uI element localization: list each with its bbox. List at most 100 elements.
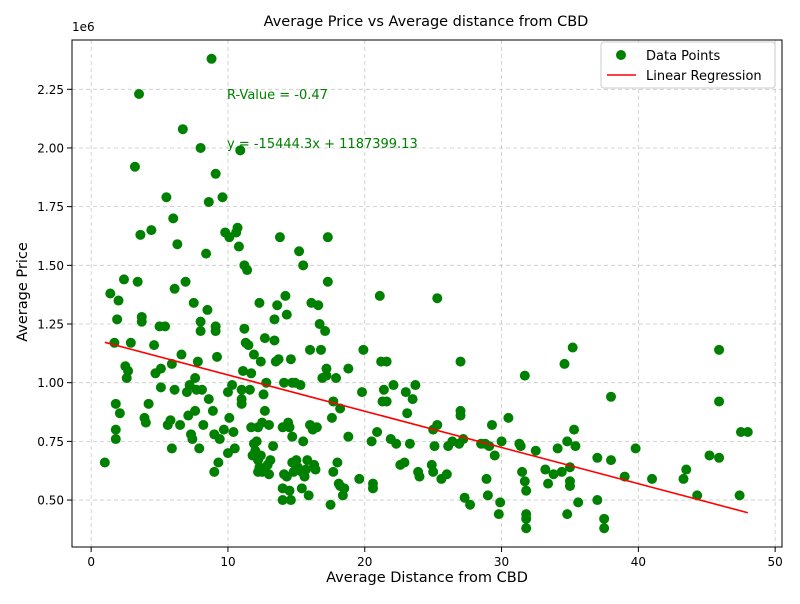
- data-point: [567, 342, 578, 353]
- data-point: [146, 225, 157, 236]
- data-point: [235, 145, 246, 156]
- data-point: [569, 424, 580, 435]
- data-point: [455, 356, 466, 367]
- data-point: [217, 192, 228, 203]
- data-point: [562, 436, 573, 447]
- data-point: [209, 466, 220, 477]
- data-point: [630, 443, 641, 454]
- data-point: [287, 431, 298, 442]
- data-point: [606, 455, 616, 466]
- data-point: [592, 495, 603, 506]
- data-point: [322, 232, 333, 243]
- data-point: [118, 274, 129, 285]
- data-point: [105, 288, 116, 299]
- legend-label-regression: Linear Regression: [646, 69, 762, 84]
- data-point: [129, 161, 140, 172]
- data-point: [259, 405, 270, 416]
- data-point: [325, 499, 336, 510]
- y-tick-label: 0.50: [37, 494, 64, 508]
- data-point: [331, 373, 342, 383]
- data-point: [482, 490, 493, 501]
- data-point: [203, 196, 214, 207]
- data-point: [113, 295, 124, 306]
- data-point: [243, 340, 254, 351]
- data-point: [166, 443, 177, 454]
- data-point: [432, 419, 443, 430]
- data-point: [110, 434, 121, 445]
- data-point: [704, 450, 715, 461]
- data-point: [277, 495, 288, 506]
- legend-label-data-points: Data Points: [646, 49, 720, 64]
- data-point: [265, 455, 276, 466]
- data-point: [212, 351, 223, 362]
- data-point: [298, 260, 309, 271]
- data-point: [647, 473, 658, 484]
- data-point: [599, 513, 610, 524]
- data-point: [592, 452, 603, 463]
- data-point: [206, 53, 217, 64]
- data-point: [136, 316, 147, 327]
- y-tick-label: 1.50: [37, 259, 64, 273]
- data-point: [284, 422, 295, 433]
- data-point: [381, 356, 392, 367]
- data-point: [194, 443, 205, 454]
- data-point: [236, 398, 247, 409]
- data-point: [735, 426, 746, 437]
- data-point: [246, 422, 257, 433]
- data-point: [187, 434, 198, 445]
- data-point: [229, 443, 240, 454]
- data-point: [372, 426, 383, 437]
- data-point: [556, 466, 567, 477]
- data-point: [303, 490, 314, 501]
- data-point: [143, 398, 154, 409]
- data-point: [313, 300, 324, 311]
- data-point: [114, 408, 125, 419]
- data-point: [400, 387, 411, 398]
- data-point: [714, 452, 725, 463]
- data-point: [228, 426, 239, 437]
- x-tick-label: 20: [357, 555, 372, 569]
- data-point: [233, 241, 244, 252]
- y-axis-ticks: 0.50 0.75 1.00 1.25 1.50 1.75 2.00 2.25: [37, 83, 72, 508]
- y-tick-label: 1.75: [37, 200, 64, 214]
- data-point: [263, 419, 274, 430]
- data-point: [269, 314, 280, 325]
- data-point: [521, 485, 532, 496]
- data-point: [465, 499, 476, 510]
- data-point: [202, 304, 213, 315]
- data-point: [190, 405, 201, 416]
- y-axis-label: Average Price: [15, 242, 31, 342]
- data-point: [284, 485, 295, 496]
- data-point: [195, 142, 206, 153]
- data-point: [402, 408, 413, 419]
- x-tick-label: 40: [631, 555, 646, 569]
- x-tick-label: 10: [220, 555, 235, 569]
- data-point: [521, 513, 532, 524]
- data-point: [110, 424, 121, 435]
- data-point: [481, 473, 492, 484]
- data-point: [519, 370, 530, 381]
- data-point: [161, 192, 172, 203]
- legend-marker-data-points: [616, 50, 626, 60]
- x-tick-label: 0: [87, 555, 95, 569]
- data-point: [357, 387, 368, 398]
- data-point: [125, 337, 136, 348]
- data-point: [339, 483, 350, 494]
- data-point: [489, 450, 500, 461]
- data-point: [258, 389, 269, 400]
- data-point: [503, 412, 514, 423]
- data-point: [540, 464, 551, 475]
- data-point: [530, 445, 541, 456]
- data-point: [311, 422, 322, 433]
- plot-area-frame: [71, 39, 783, 548]
- data-point: [321, 370, 332, 381]
- data-point: [176, 349, 187, 360]
- data-point: [273, 354, 284, 365]
- data-point: [180, 276, 191, 287]
- data-point: [548, 469, 559, 480]
- legend: Data Points Linear Regression: [600, 41, 776, 89]
- data-point: [251, 436, 262, 447]
- data-point: [298, 436, 309, 447]
